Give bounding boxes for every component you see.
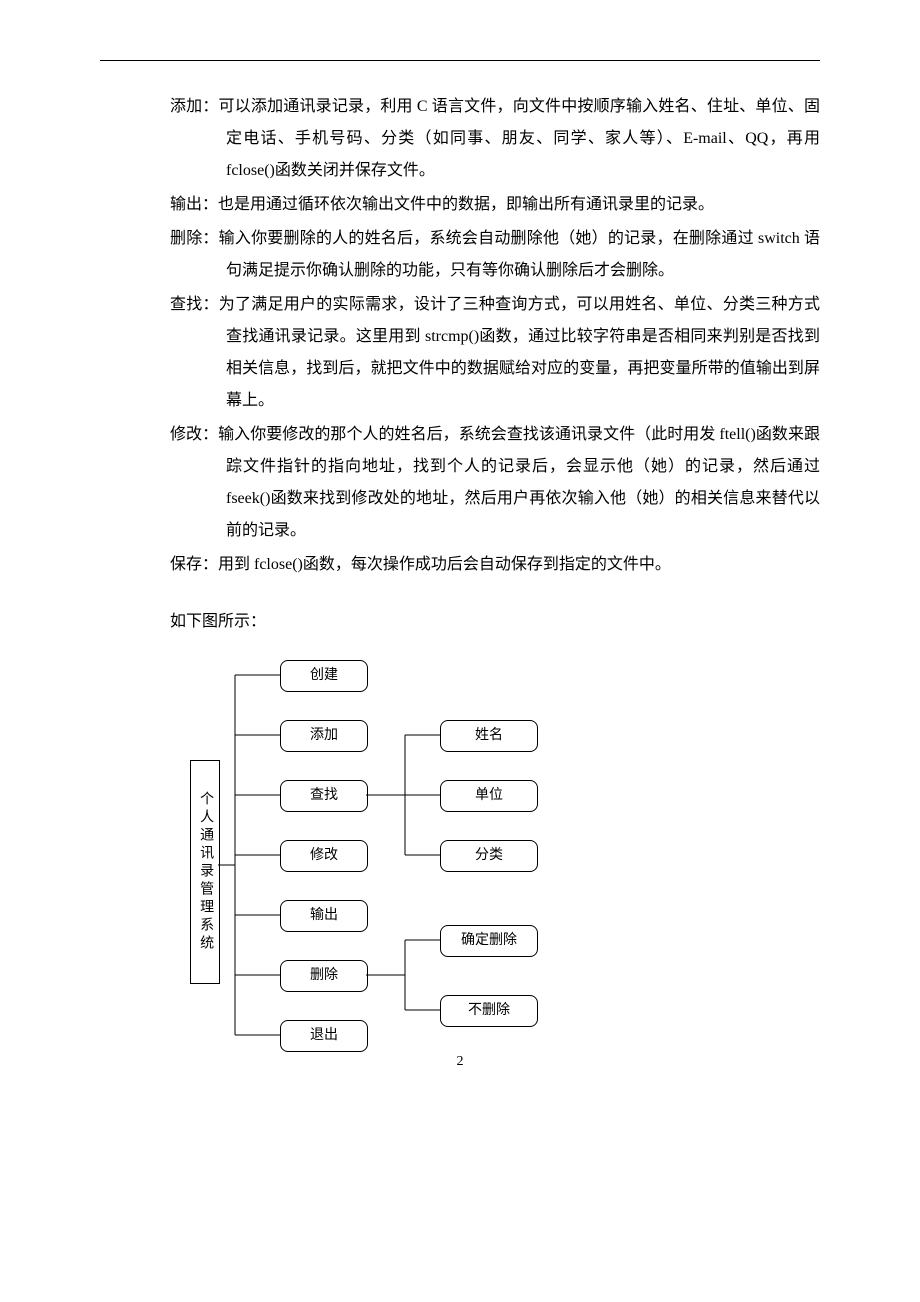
delete-child-node: 不删除: [440, 995, 538, 1027]
connector-lines: [180, 650, 700, 1090]
tree-diagram: 个人通讯录管理系统 创建添加查找修改输出删除退出 姓名单位分类确定删除不删除: [180, 650, 700, 1090]
header-rule: [100, 60, 820, 61]
term-add-text: 添加：可以添加通讯录记录，利用 C 语言文件，向文件中按顺序输入姓名、住址、单位…: [170, 91, 820, 187]
body-text: 添加：可以添加通讯录记录，利用 C 语言文件，向文件中按顺序输入姓名、住址、单位…: [100, 91, 820, 1090]
delete-child-node: 确定删除: [440, 925, 538, 957]
mid-node: 查找: [280, 780, 368, 812]
search-child-node: 分类: [440, 840, 538, 872]
mid-node: 删除: [280, 960, 368, 992]
mid-node: 修改: [280, 840, 368, 872]
term-delete: 删除：输入你要删除的人的姓名后，系统会自动删除他（她）的记录，在删除通过 swi…: [170, 223, 820, 287]
term-save-text: 保存：用到 fclose()函数，每次操作成功后会自动保存到指定的文件中。: [170, 549, 820, 581]
term-search: 查找：为了满足用户的实际需求，设计了三种查询方式，可以用姓名、单位、分类三种方式…: [170, 289, 820, 417]
figure-caption: 如下图所示：: [170, 606, 820, 638]
search-child-node: 单位: [440, 780, 538, 812]
page: 添加：可以添加通讯录记录，利用 C 语言文件，向文件中按顺序输入姓名、住址、单位…: [0, 0, 920, 1130]
term-output-text: 输出：也是用通过循环依次输出文件中的数据，即输出所有通讯录里的记录。: [170, 189, 820, 221]
mid-node: 创建: [280, 660, 368, 692]
search-child-node: 姓名: [440, 720, 538, 752]
mid-node: 输出: [280, 900, 368, 932]
mid-node: 退出: [280, 1020, 368, 1052]
term-modify: 修改：输入你要修改的那个人的姓名后，系统会查找该通讯录文件（此时用发 ftell…: [170, 419, 820, 547]
term-save: 保存：用到 fclose()函数，每次操作成功后会自动保存到指定的文件中。: [170, 549, 820, 581]
term-search-text: 查找：为了满足用户的实际需求，设计了三种查询方式，可以用姓名、单位、分类三种方式…: [170, 289, 820, 417]
term-modify-text: 修改：输入你要修改的那个人的姓名后，系统会查找该通讯录文件（此时用发 ftell…: [170, 419, 820, 547]
term-add: 添加：可以添加通讯录记录，利用 C 语言文件，向文件中按顺序输入姓名、住址、单位…: [170, 91, 820, 187]
term-output: 输出：也是用通过循环依次输出文件中的数据，即输出所有通讯录里的记录。: [170, 189, 820, 221]
term-delete-text: 删除：输入你要删除的人的姓名后，系统会自动删除他（她）的记录，在删除通过 swi…: [170, 223, 820, 287]
page-number: 2: [0, 1054, 920, 1070]
root-node: 个人通讯录管理系统: [190, 760, 220, 984]
mid-node: 添加: [280, 720, 368, 752]
